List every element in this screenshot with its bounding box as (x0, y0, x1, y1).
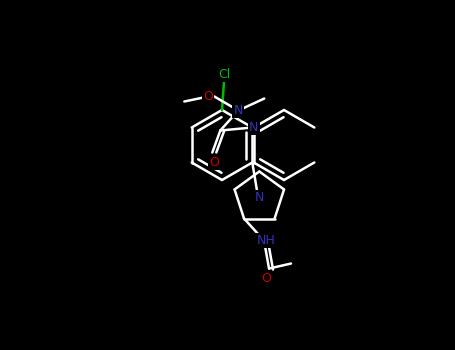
Text: N: N (249, 121, 258, 134)
Text: N: N (233, 104, 243, 117)
Text: O: O (209, 156, 219, 169)
Text: N: N (255, 191, 264, 204)
Text: NH: NH (257, 234, 275, 247)
Text: Cl: Cl (218, 68, 230, 80)
Text: O: O (261, 272, 271, 285)
Text: O: O (203, 90, 213, 103)
